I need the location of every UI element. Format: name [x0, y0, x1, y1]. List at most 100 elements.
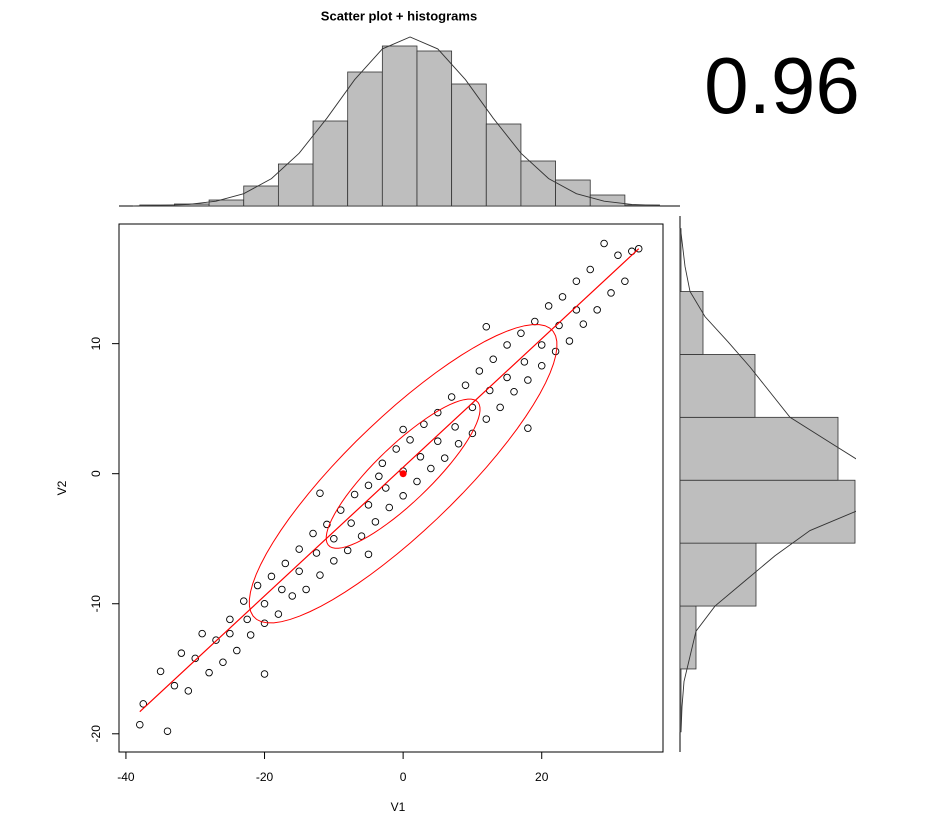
point — [260, 599, 269, 608]
x-tick-label: -40 — [117, 770, 135, 784]
point — [295, 567, 303, 575]
chart-title: Scatter plot + histograms — [321, 8, 477, 23]
point — [357, 532, 366, 540]
point — [468, 403, 477, 412]
point — [517, 329, 525, 337]
point — [451, 423, 459, 431]
x-tick-label: 20 — [535, 770, 549, 784]
point — [520, 358, 529, 366]
bar — [679, 354, 756, 418]
point — [198, 629, 206, 638]
ellipse — [248, 324, 558, 624]
point — [634, 244, 643, 253]
x-tick-label: 0 — [400, 770, 407, 784]
point — [537, 341, 546, 349]
point — [593, 306, 601, 314]
bar — [485, 123, 522, 207]
point — [330, 534, 338, 543]
point — [482, 322, 491, 331]
bar — [451, 83, 487, 207]
bar — [555, 179, 591, 207]
point — [489, 355, 497, 364]
point — [316, 489, 324, 497]
point — [260, 670, 269, 678]
point — [399, 425, 407, 434]
y-tick-label: 10 — [89, 337, 103, 351]
y-tick-label: -10 — [89, 595, 103, 613]
bar — [679, 479, 856, 544]
point — [233, 646, 241, 655]
density-line — [680, 228, 856, 732]
point — [565, 337, 574, 345]
point — [440, 454, 449, 462]
point — [302, 585, 310, 594]
x-axis-label: V1 — [391, 800, 406, 814]
point — [544, 302, 553, 310]
point — [378, 459, 387, 468]
point — [586, 265, 594, 274]
point — [572, 277, 581, 285]
point — [226, 629, 234, 638]
point — [364, 501, 373, 509]
point — [614, 251, 622, 259]
point — [309, 529, 317, 538]
point — [156, 667, 165, 676]
mean-point — [399, 470, 407, 478]
plot-frame — [118, 223, 664, 753]
point — [461, 381, 470, 390]
point — [288, 592, 296, 600]
point — [427, 464, 435, 473]
point — [468, 429, 477, 438]
point — [503, 341, 511, 349]
point — [600, 239, 608, 248]
point — [364, 550, 373, 559]
point — [579, 320, 588, 328]
point — [382, 484, 390, 492]
point — [399, 492, 407, 500]
point — [295, 545, 303, 553]
point — [416, 453, 425, 461]
point — [434, 437, 442, 445]
point — [136, 720, 144, 729]
point — [267, 572, 276, 581]
point — [524, 376, 532, 384]
point — [371, 518, 380, 526]
fit-line — [139, 248, 640, 713]
point — [212, 636, 220, 644]
point — [163, 727, 172, 735]
point — [343, 546, 352, 555]
point — [281, 559, 290, 568]
y-tick-label: 0 — [89, 470, 103, 477]
point — [420, 420, 428, 429]
point — [312, 549, 321, 557]
bar — [347, 71, 383, 207]
correlation: 0.96 — [704, 41, 860, 130]
point — [139, 700, 148, 708]
bar — [679, 668, 682, 733]
point — [350, 490, 359, 499]
point — [239, 597, 248, 605]
point — [524, 424, 532, 432]
bar — [679, 228, 682, 292]
point — [364, 481, 373, 490]
point — [191, 654, 199, 663]
y-axis-label: V2 — [55, 480, 69, 495]
point — [184, 687, 193, 695]
point — [316, 571, 324, 579]
point — [177, 649, 186, 657]
bar — [277, 163, 314, 207]
point — [337, 506, 345, 514]
point — [482, 415, 491, 423]
point — [243, 615, 251, 624]
bar — [381, 45, 418, 207]
point — [558, 293, 567, 301]
point — [496, 403, 504, 412]
point — [607, 289, 615, 297]
bar — [679, 605, 697, 670]
point — [274, 610, 283, 618]
bar — [416, 50, 453, 207]
bar — [312, 120, 349, 207]
point — [219, 658, 227, 667]
point — [385, 503, 394, 512]
bar — [679, 291, 704, 355]
